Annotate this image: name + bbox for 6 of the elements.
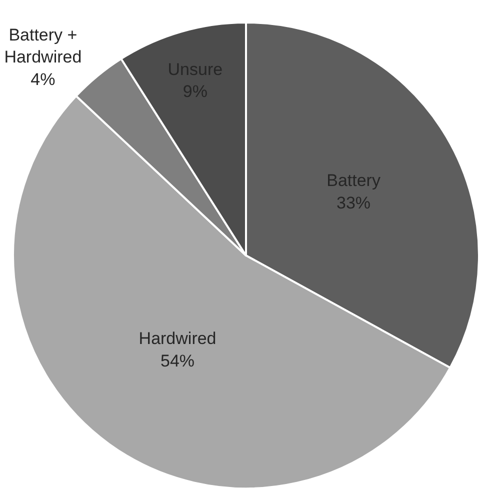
data-label: 4% bbox=[30, 70, 56, 89]
slice-label: Hardwired bbox=[138, 329, 216, 348]
slice-label: Battery bbox=[326, 171, 381, 190]
slice-label: Battery + Hardwired bbox=[4, 26, 82, 67]
data-label: 33% bbox=[336, 193, 371, 212]
data-label: 54% bbox=[160, 351, 195, 370]
